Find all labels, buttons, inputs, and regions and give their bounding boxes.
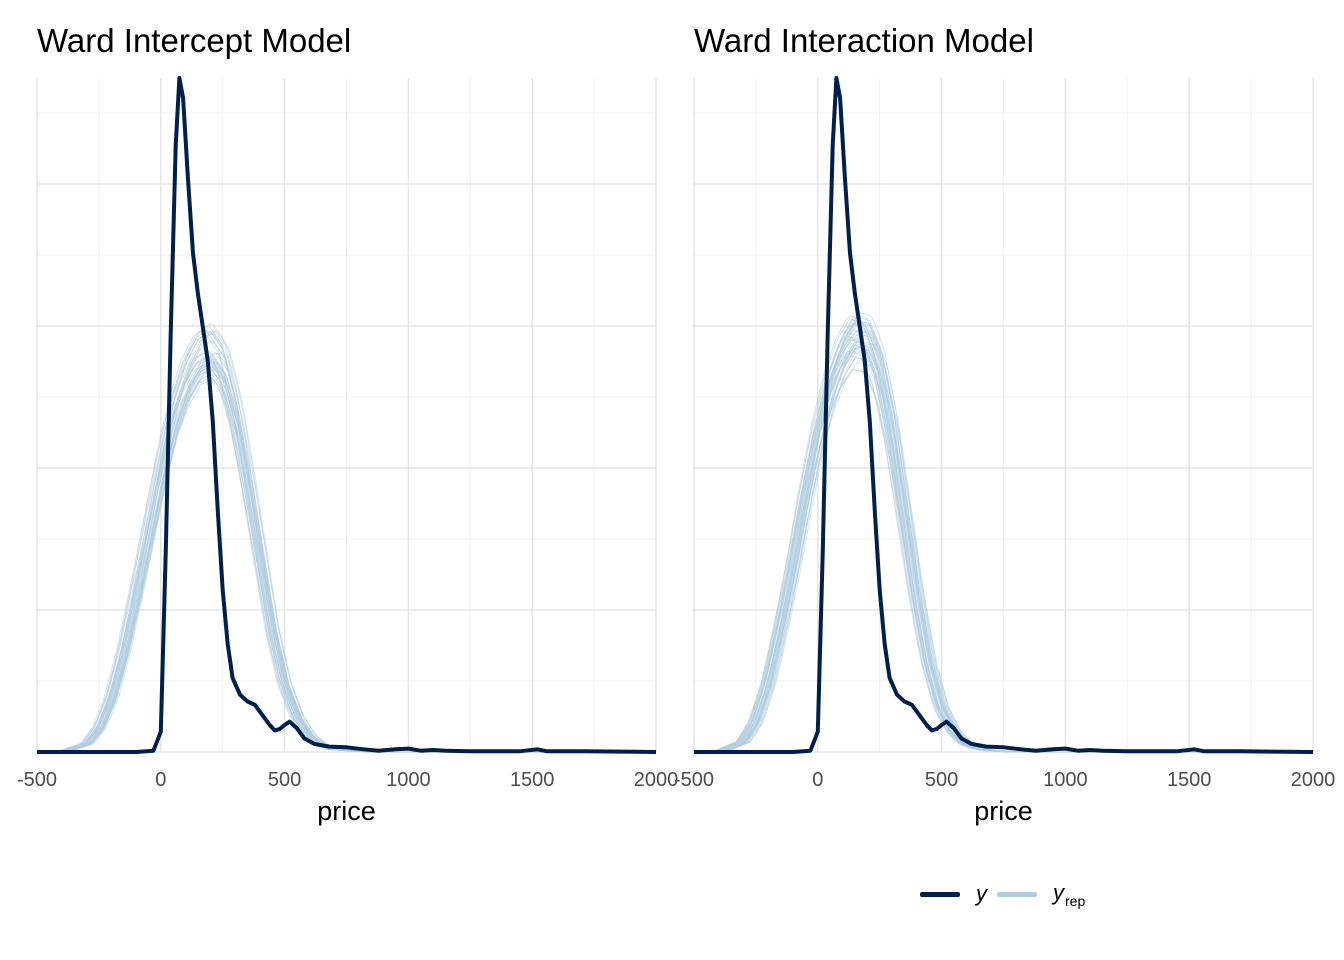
panel-intercept: -500 0 500 1000 1500 2000 price (17, 76, 679, 826)
legend-item-yrep: yrep (997, 880, 1085, 909)
legend-subscript-rep: rep (1065, 892, 1086, 909)
x-tick-label: -500 (17, 769, 57, 791)
x-tick-label: 0 (812, 769, 823, 791)
series-y-line (37, 76, 657, 754)
series-y-line (694, 76, 1314, 754)
legend-item-y: y (920, 881, 987, 907)
legend-label-yrep: yrep (1053, 879, 1086, 909)
x-tick-label: 2000 (634, 769, 679, 791)
x-tick-label: 2000 (1291, 769, 1336, 791)
x-axis-title: price (974, 796, 1033, 826)
grid (693, 78, 1314, 753)
legend-swatch-yrep (997, 891, 1037, 897)
panel-title-interaction: Ward Interaction Model (694, 22, 1034, 59)
x-tick-label: 0 (155, 769, 166, 791)
x-tick-label: 1000 (1043, 769, 1088, 791)
x-axis-title: price (317, 796, 376, 826)
legend-label-y: y (976, 881, 987, 906)
x-tick-label: 1000 (386, 769, 431, 791)
legend: y yrep (920, 874, 1095, 914)
x-tick-label: 500 (268, 769, 301, 791)
x-tick-label: 500 (925, 769, 958, 791)
x-tick-label: 1500 (1167, 769, 1212, 791)
panel-interaction: -500 0 500 1000 1500 2000 price (674, 76, 1336, 826)
x-tick-label: 1500 (510, 769, 555, 791)
grid (36, 78, 657, 753)
panel-title-intercept: Ward Intercept Model (37, 22, 352, 59)
x-tick-label: -500 (674, 769, 714, 791)
legend-swatch-y (920, 891, 960, 897)
